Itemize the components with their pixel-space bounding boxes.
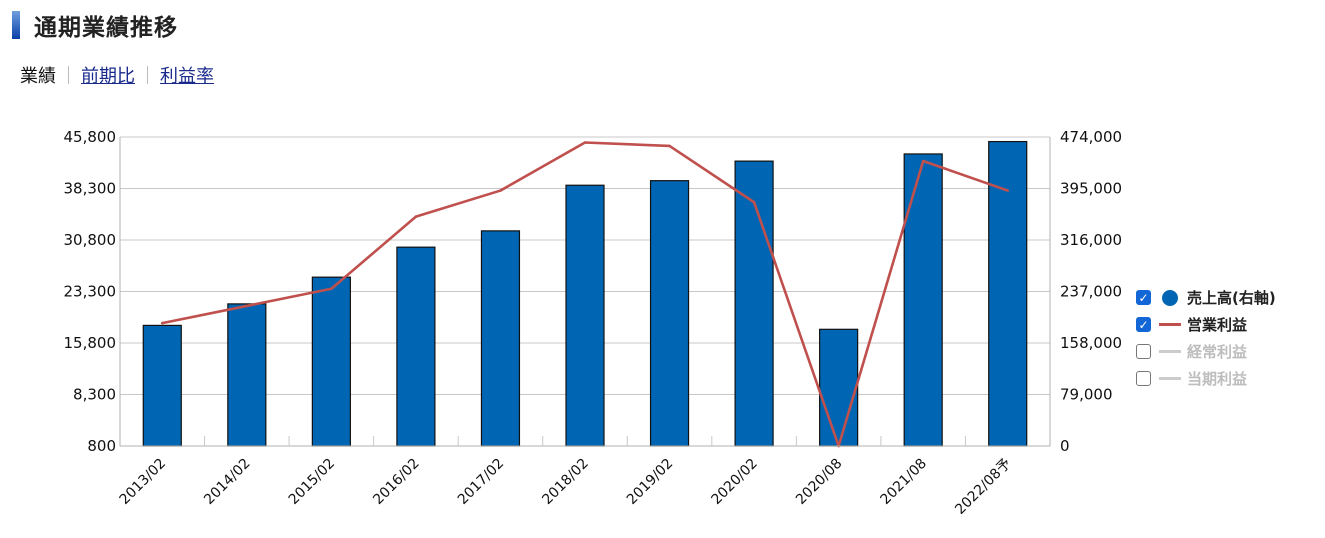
- bar-sales: [819, 328, 859, 447]
- point-operating-profit: [583, 141, 587, 144]
- legend-checkbox-sales[interactable]: ✓: [1136, 290, 1151, 305]
- x-axis-tick-label: 2013/02: [117, 456, 169, 508]
- left-axis-tick-label: 8,300: [73, 386, 116, 404]
- left-axis-tick-label: 15,800: [64, 334, 117, 352]
- point-operating-profit: [668, 144, 671, 148]
- legend-item-net-profit[interactable]: 当期利益: [1136, 365, 1276, 392]
- x-axis-tick-label: 2016/02: [370, 456, 422, 508]
- legend-item-operating-profit[interactable]: ✓ 営業利益: [1136, 311, 1276, 338]
- point-operating-profit: [1006, 189, 1010, 192]
- page-title: 通期業績推移: [34, 15, 178, 41]
- tab-separator: [68, 66, 69, 84]
- left-axis-tick-label: 30,800: [64, 231, 117, 249]
- bar-sales: [396, 246, 436, 447]
- bar-sales: [311, 276, 351, 447]
- right-axis-tick-label: 316,000: [1060, 231, 1122, 249]
- legend-label-operating-profit: 営業利益: [1187, 316, 1248, 334]
- x-axis-tick-label: 2022/08予: [952, 456, 1014, 518]
- right-axis-tick-label: 158,000: [1060, 334, 1122, 352]
- legend-checkbox-operating-profit[interactable]: ✓: [1136, 317, 1151, 332]
- x-axis-tick-label: 2019/02: [624, 456, 676, 508]
- x-axis-tick-label: 2020/08: [793, 456, 845, 508]
- legend: ✓ 売上高(右軸) ✓ 営業利益 経常利益 当期利益: [1136, 284, 1276, 392]
- bar-sales: [227, 303, 267, 447]
- point-operating-profit: [330, 287, 333, 291]
- bar-sales: [649, 180, 690, 447]
- legend-label-sales: 売上高(右軸): [1187, 289, 1276, 307]
- x-axis-tick-label: 2014/02: [201, 456, 253, 508]
- legend-line-icon: [1157, 317, 1183, 332]
- point-operating-profit: [499, 189, 502, 192]
- right-axis-tick-label: 395,000: [1060, 180, 1122, 198]
- left-axis-tick-label: 800: [87, 437, 116, 455]
- x-axis-tick-label: 2020/02: [708, 456, 760, 508]
- legend-dot-icon: [1157, 289, 1183, 306]
- point-operating-profit: [414, 215, 418, 218]
- right-axis-tick-label: 474,000: [1060, 128, 1122, 146]
- x-axis-tick-label: 2021/08: [878, 456, 930, 508]
- tab-bar: 業績 前期比 利益率: [18, 62, 216, 88]
- tab-performance[interactable]: 業績: [20, 66, 56, 87]
- bar-sales: [142, 324, 182, 447]
- x-axis-tick-label: 2015/02: [286, 456, 338, 508]
- left-axis-tick-label: 45,800: [64, 128, 117, 146]
- legend-line-icon: [1157, 371, 1183, 386]
- right-axis-tick-label: 0: [1060, 437, 1070, 455]
- point-operating-profit: [921, 159, 925, 163]
- x-axis-tick-label: 2018/02: [539, 456, 591, 508]
- x-axis-tick-label: 2017/02: [455, 456, 507, 508]
- title-accent-bar: [12, 11, 20, 39]
- tab-separator: [147, 66, 148, 84]
- bar-sales: [565, 184, 605, 447]
- legend-line-icon: [1157, 344, 1183, 359]
- point-operating-profit: [160, 321, 164, 325]
- legend-label-net-profit: 当期利益: [1187, 370, 1248, 388]
- legend-item-ordinary-profit[interactable]: 経常利益: [1136, 338, 1276, 365]
- right-axis-tick-label: 237,000: [1060, 283, 1122, 301]
- bar-sales: [480, 230, 521, 447]
- left-axis-tick-label: 38,300: [64, 180, 117, 198]
- tab-yoy[interactable]: 前期比: [81, 66, 135, 87]
- right-axis-tick-label: 79,000: [1060, 386, 1113, 404]
- legend-checkbox-net-profit[interactable]: [1136, 371, 1151, 386]
- legend-item-sales[interactable]: ✓ 売上高(右軸): [1136, 284, 1276, 311]
- point-operating-profit: [752, 200, 756, 204]
- header: 通期業績推移: [12, 8, 178, 42]
- bar-sales: [903, 153, 943, 447]
- legend-checkbox-ordinary-profit[interactable]: [1136, 344, 1151, 359]
- tab-margin[interactable]: 利益率: [160, 66, 214, 87]
- legend-label-ordinary-profit: 経常利益: [1187, 343, 1248, 361]
- point-operating-profit: [245, 304, 249, 308]
- left-axis-tick-label: 23,300: [64, 283, 117, 301]
